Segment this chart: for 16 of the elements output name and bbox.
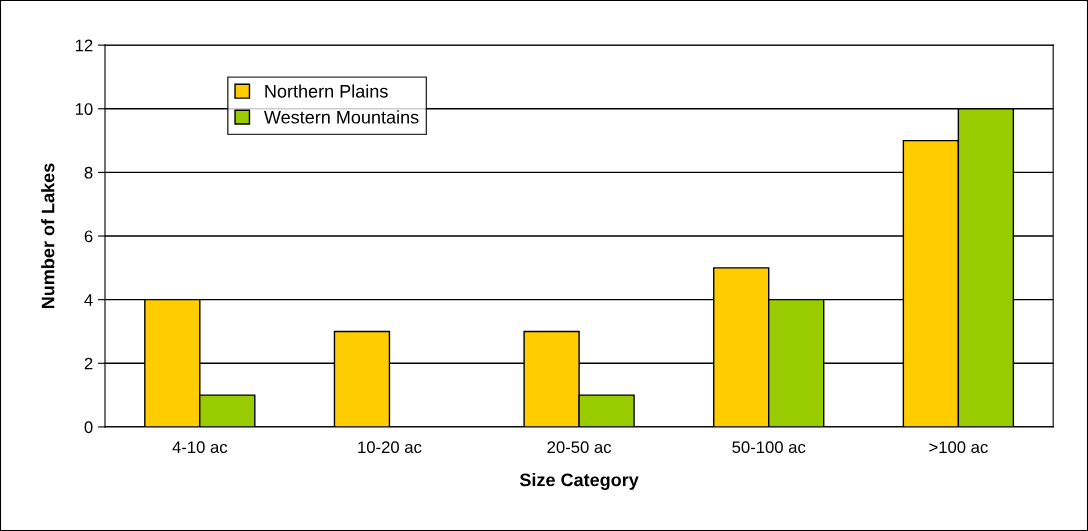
y-tick-label: 4 bbox=[84, 294, 93, 306]
x-tick-label: 20-50 ac bbox=[547, 441, 612, 454]
y-tick-label: 8 bbox=[84, 166, 93, 179]
x-axis-title: Size Category bbox=[519, 473, 639, 490]
y-tick-label: 12 bbox=[75, 39, 93, 52]
x-tick-label: 10-20 ac bbox=[358, 441, 422, 454]
legend-label: Western Mountains bbox=[263, 110, 419, 124]
y-tick-label: 6 bbox=[84, 230, 93, 243]
y-tick-label: 10 bbox=[75, 103, 93, 115]
x-tick-label: 50-100 ac bbox=[732, 441, 806, 454]
x-tick-label: >100 ac bbox=[929, 441, 988, 454]
y-axis-title: Number of Lakes bbox=[41, 163, 55, 309]
x-tick-label: 4-10 ac bbox=[172, 441, 228, 454]
y-tick-label: 0 bbox=[84, 421, 93, 434]
y-tick-label: 2 bbox=[84, 357, 93, 370]
legend-label: Northern Plains bbox=[265, 84, 388, 98]
